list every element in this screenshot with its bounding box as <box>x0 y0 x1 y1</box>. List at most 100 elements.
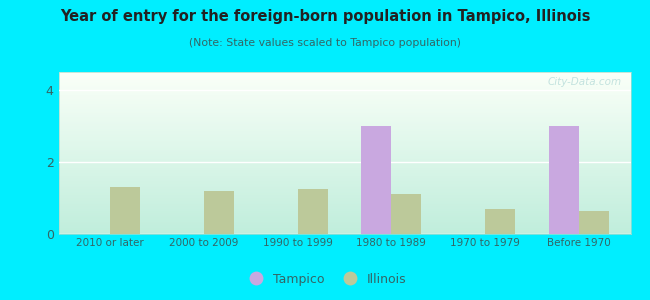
Bar <box>58 203 630 204</box>
Bar <box>58 192 630 193</box>
Bar <box>58 185 630 186</box>
Bar <box>58 97 630 98</box>
Bar <box>58 134 630 135</box>
Bar <box>58 229 630 230</box>
Bar <box>58 85 630 86</box>
Bar <box>58 76 630 77</box>
Bar <box>58 159 630 160</box>
Bar <box>58 136 630 137</box>
Bar <box>58 84 630 85</box>
Bar <box>58 128 630 129</box>
Bar <box>58 223 630 224</box>
Bar <box>58 119 630 120</box>
Bar <box>58 191 630 192</box>
Bar <box>58 222 630 223</box>
Bar <box>58 224 630 225</box>
Bar <box>58 161 630 162</box>
Bar <box>58 127 630 128</box>
Bar <box>58 78 630 79</box>
Bar <box>204 191 234 234</box>
Bar <box>58 145 630 146</box>
Bar <box>58 95 630 96</box>
Bar <box>361 126 391 234</box>
Bar <box>298 189 328 234</box>
Bar <box>58 190 630 191</box>
Bar <box>58 120 630 121</box>
Bar <box>58 188 630 189</box>
Bar <box>58 165 630 166</box>
Bar <box>58 89 630 90</box>
Bar <box>58 109 630 110</box>
Bar <box>58 172 630 173</box>
Bar <box>58 139 630 140</box>
Bar <box>58 74 630 75</box>
Bar <box>58 83 630 84</box>
Bar <box>58 114 630 115</box>
Bar <box>58 152 630 153</box>
Bar <box>58 149 630 150</box>
Bar <box>58 121 630 122</box>
Bar <box>58 186 630 187</box>
Bar <box>58 116 630 117</box>
Bar <box>58 202 630 203</box>
Bar <box>58 100 630 101</box>
Bar <box>58 142 630 143</box>
Bar <box>58 173 630 174</box>
Bar <box>58 105 630 106</box>
Bar <box>58 154 630 155</box>
Bar <box>58 177 630 178</box>
Bar <box>58 169 630 170</box>
Bar <box>58 230 630 231</box>
Bar <box>58 87 630 88</box>
Bar <box>58 153 630 154</box>
Bar <box>58 215 630 216</box>
Bar <box>58 209 630 210</box>
Bar <box>58 225 630 226</box>
Bar <box>58 202 630 203</box>
Bar <box>58 197 630 198</box>
Bar <box>58 92 630 93</box>
Bar <box>58 90 630 91</box>
Bar <box>58 170 630 171</box>
Bar <box>58 216 630 217</box>
Bar <box>58 189 630 190</box>
Bar <box>58 211 630 212</box>
Bar <box>58 212 630 213</box>
Text: City-Data.com: City-Data.com <box>548 77 622 87</box>
Bar <box>58 163 630 164</box>
Bar <box>58 72 630 73</box>
Bar <box>58 94 630 95</box>
Bar <box>58 130 630 131</box>
Bar <box>58 194 630 195</box>
Bar <box>58 176 630 177</box>
Bar <box>58 133 630 134</box>
Bar <box>58 196 630 197</box>
Bar <box>58 228 630 229</box>
Bar <box>58 167 630 168</box>
Bar <box>58 117 630 118</box>
Bar <box>58 166 630 167</box>
Bar <box>58 82 630 83</box>
Bar <box>58 193 630 194</box>
Bar <box>58 88 630 89</box>
Bar <box>58 108 630 109</box>
Bar <box>58 106 630 107</box>
Bar <box>58 151 630 152</box>
Bar <box>58 204 630 205</box>
Bar <box>58 111 630 112</box>
Bar <box>58 138 630 139</box>
Bar <box>579 211 609 234</box>
Bar <box>58 199 630 200</box>
Bar <box>58 81 630 82</box>
Bar <box>58 104 630 105</box>
Bar <box>58 157 630 158</box>
Bar <box>58 205 630 206</box>
Bar <box>58 162 630 163</box>
Bar <box>58 227 630 228</box>
Bar <box>58 158 630 159</box>
Bar <box>58 210 630 211</box>
Bar <box>58 132 630 133</box>
Bar <box>58 107 630 108</box>
Bar <box>58 175 630 176</box>
Bar <box>110 187 140 234</box>
